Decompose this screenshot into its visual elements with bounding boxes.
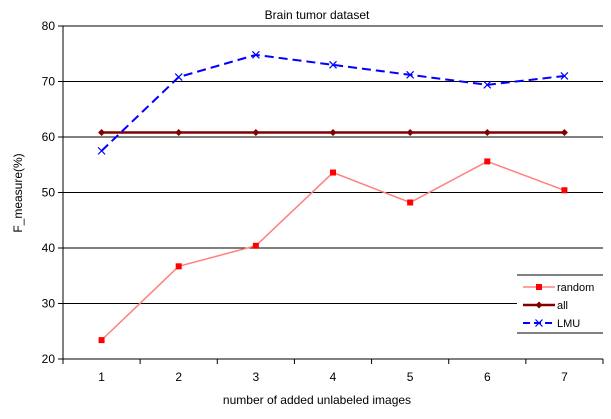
data-point-LMU [174, 73, 183, 81]
data-point-LMU [329, 60, 337, 69]
x-tick-label: 1 [98, 370, 105, 384]
legend-marker-all [535, 301, 543, 309]
series-layer [97, 50, 569, 344]
x-tick-label: 7 [561, 370, 568, 384]
x-tick-labels: 1 2 3 4 5 6 7 [98, 370, 568, 384]
x-tick-label: 4 [330, 370, 337, 384]
data-point-all [560, 129, 568, 137]
legend-marker-LMU [535, 319, 543, 327]
data-point-LMU [97, 146, 106, 155]
legend: random all LMU [517, 274, 603, 334]
data-point-LMU [483, 80, 492, 89]
data-point-random [561, 187, 568, 194]
data-point-LMU [406, 70, 415, 79]
data-point-LMU [560, 72, 569, 80]
data-point-random [252, 242, 259, 249]
y-tick-label: 60 [42, 130, 56, 144]
axes [58, 25, 604, 364]
y-tick-label: 30 [42, 297, 56, 311]
y-tick-labels: 20 30 40 50 60 70 80 [42, 19, 56, 366]
data-point-random [98, 337, 105, 344]
x-axis-title: number of added unlabeled images [223, 393, 411, 407]
data-point-random [330, 169, 336, 176]
x-tick-label: 5 [407, 370, 414, 384]
series-all [98, 129, 568, 137]
data-point-all [329, 129, 337, 137]
y-tick-label: 20 [42, 352, 56, 366]
data-point-random [407, 199, 414, 206]
y-tick-label: 80 [42, 19, 56, 33]
data-point-all [252, 129, 260, 137]
data-point-all [406, 129, 414, 137]
data-point-all [175, 129, 183, 137]
grid-lines [63, 25, 603, 304]
y-tick-label: 50 [42, 186, 56, 200]
legend-label-random: random [557, 282, 594, 294]
data-point-all [483, 129, 491, 137]
legend-item-random: random [523, 282, 594, 294]
y-tick-label: 70 [42, 75, 56, 89]
series-random [98, 158, 568, 344]
data-point-random [484, 158, 491, 165]
x-tick-label: 2 [175, 370, 182, 384]
legend-marker-random [536, 284, 542, 290]
data-point-random [175, 263, 182, 270]
legend-label-LMU: LMU [557, 318, 580, 330]
y-axis-title: F_measure(%) [11, 153, 25, 232]
legend-item-all: all [523, 300, 568, 312]
x-tick-label: 3 [253, 370, 260, 384]
data-point-all [98, 129, 106, 137]
series-LMU [97, 50, 569, 155]
legend-item-LMU: LMU [523, 318, 580, 330]
chart-title: Brain tumor dataset [265, 8, 370, 22]
legend-label-all: all [557, 300, 568, 312]
data-point-LMU [251, 50, 260, 59]
x-tick-label: 6 [484, 370, 491, 384]
y-tick-label: 40 [42, 241, 56, 255]
